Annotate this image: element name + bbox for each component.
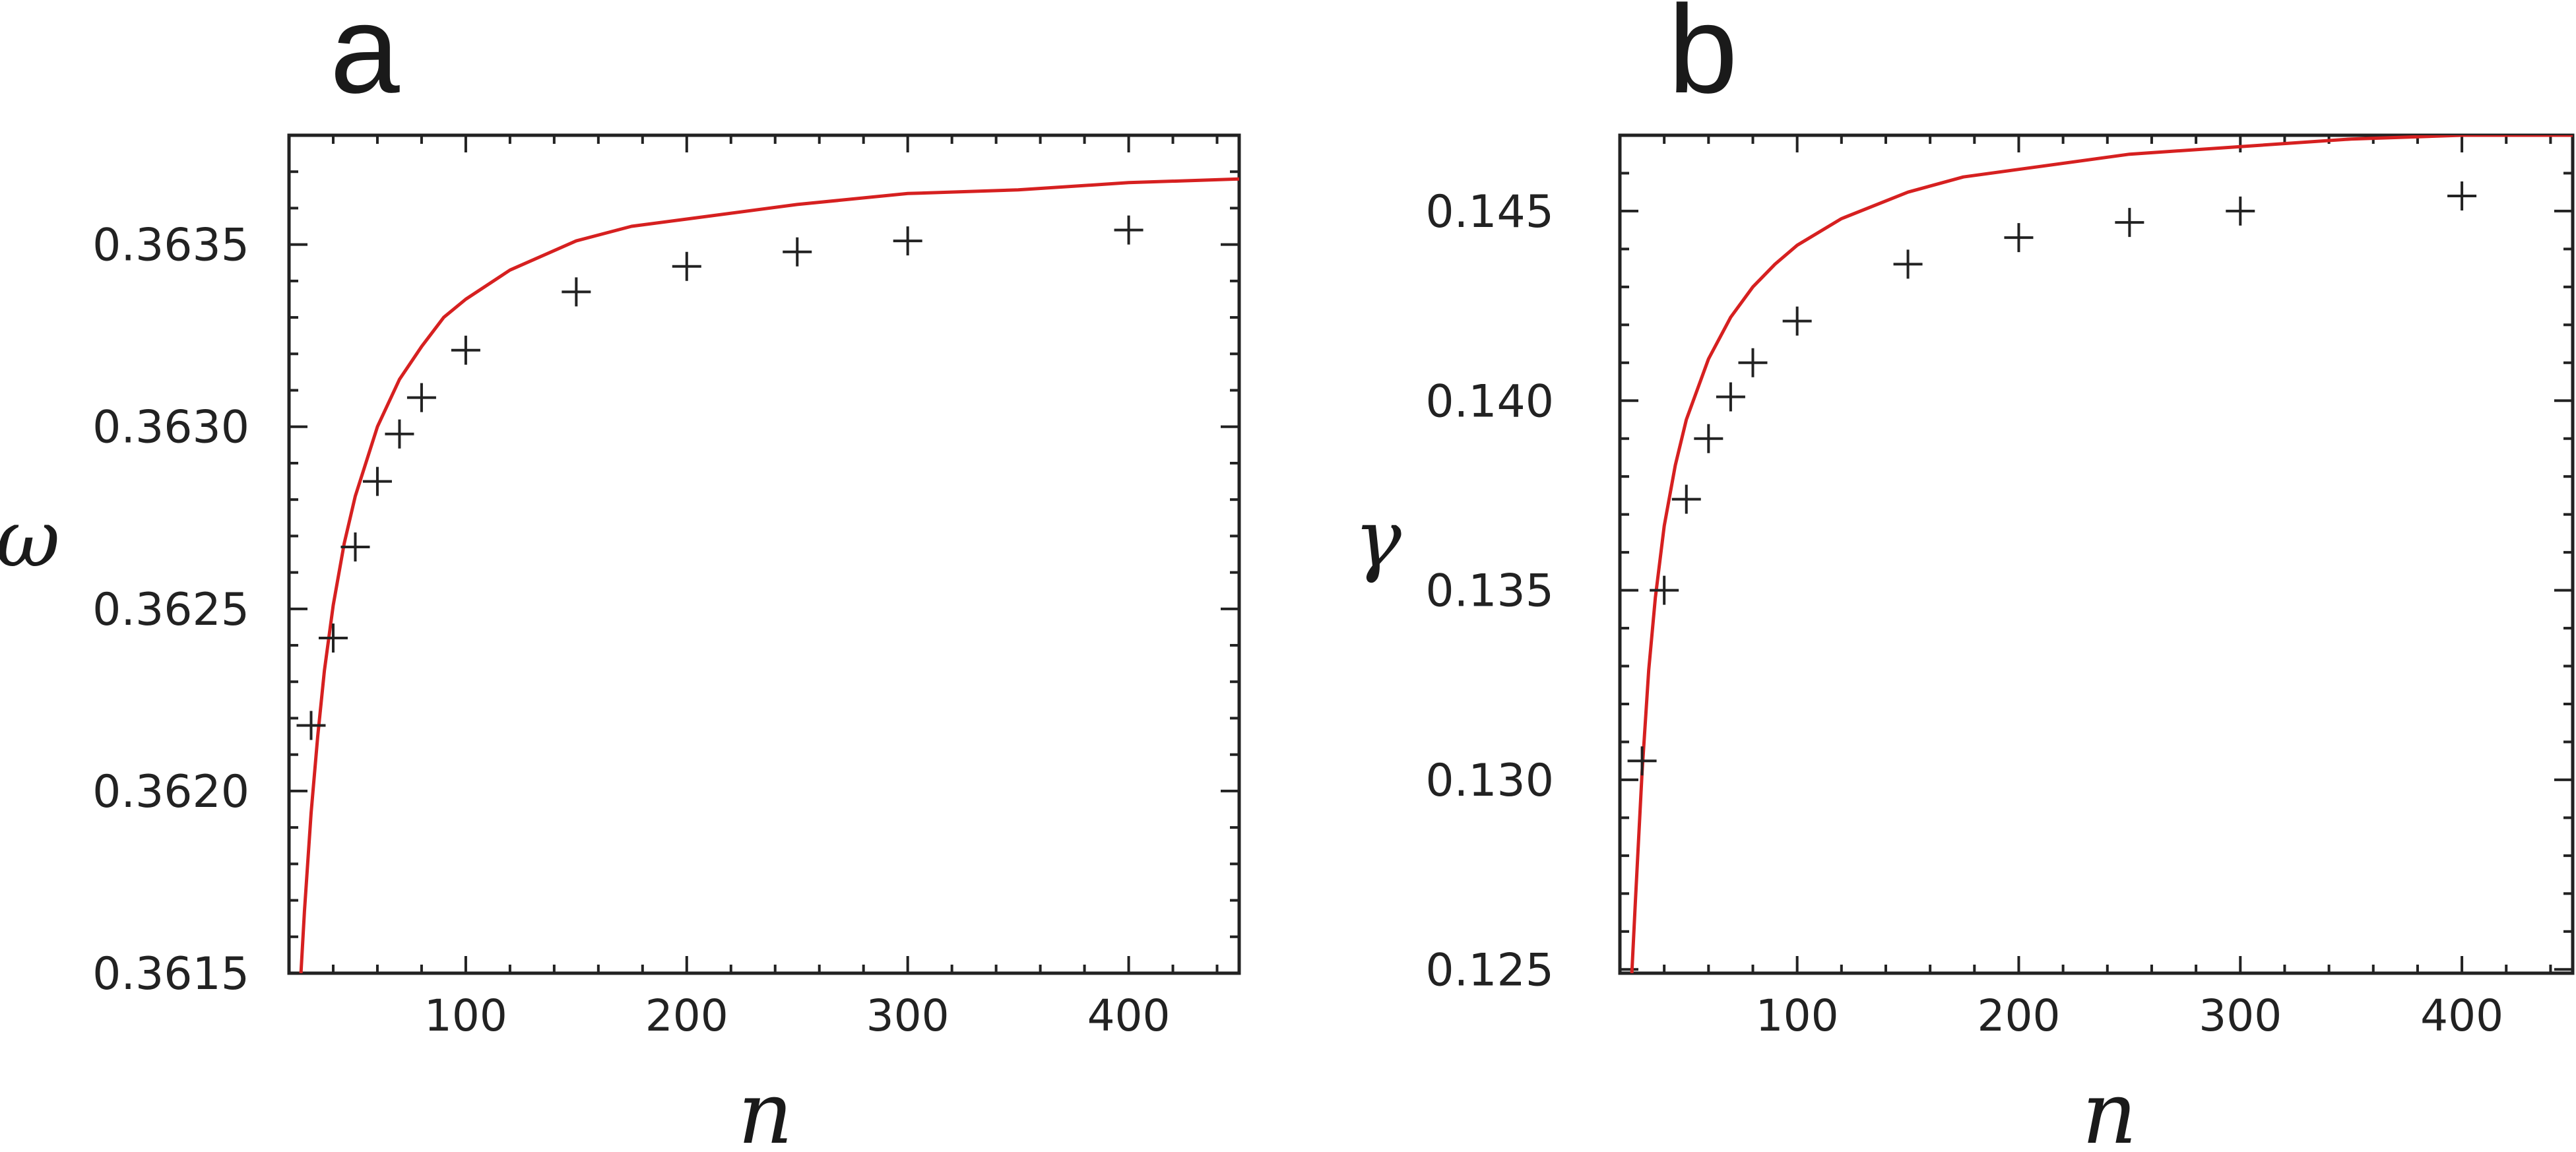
y-tick-label: 0.125 <box>1425 944 1554 996</box>
x-tick-label: 200 <box>645 990 728 1041</box>
fit-curve <box>299 177 1239 973</box>
data-point-marker <box>2115 208 2144 238</box>
data-point-marker <box>893 226 922 256</box>
data-point-marker <box>451 335 480 365</box>
y-tick-label: 0.135 <box>1425 565 1554 618</box>
data-point-marker <box>406 383 436 412</box>
x-tick-label: 300 <box>2199 990 2282 1041</box>
data-point-marker <box>318 624 348 653</box>
y-tick-label: 0.3625 <box>92 584 249 636</box>
y-tick-label: 0.3630 <box>92 402 249 454</box>
x-tick-label: 300 <box>866 990 950 1041</box>
y-tick-label: 0.130 <box>1425 755 1554 807</box>
panel-a: 100 200 300 400 0.3615 0.3620 0.3625 0.3630 0.36… <box>0 0 1241 1152</box>
x-axis-label: n <box>2082 1063 2137 1152</box>
data-point-marker <box>1716 382 1745 412</box>
x-tick-label: 400 <box>1087 990 1171 1041</box>
data-point-marker <box>385 419 414 449</box>
data-point-marker <box>562 277 591 307</box>
plot-frame <box>287 133 1241 975</box>
x-tick-label: 100 <box>1756 990 1839 1041</box>
x-tick-label: 400 <box>2420 990 2503 1041</box>
panel-letter: b <box>1668 0 1738 119</box>
data-point-marker <box>1893 249 1923 279</box>
x-axis-label: n <box>738 1063 793 1152</box>
data-point-marker <box>1738 348 1768 377</box>
data-point-marker <box>1650 575 1679 605</box>
data-point-marker <box>1114 215 1143 245</box>
x-tick-label: 200 <box>1977 990 2060 1041</box>
data-point-marker <box>296 711 326 740</box>
y-tick-label: 0.140 <box>1425 375 1554 428</box>
data-point-marker <box>1782 306 1812 336</box>
panel-b: 100 200 300 400 0.125 0.130 0.135 0.140 0.145 b n γ <box>1354 0 2575 1152</box>
data-point-marker <box>1694 424 1723 453</box>
y-axis-label: γ <box>1354 494 1401 585</box>
data-point-marker <box>1627 746 1657 776</box>
y-tick-label: 0.145 <box>1425 186 1554 238</box>
data-point-marker <box>2004 223 2034 253</box>
x-tick-label: 100 <box>424 990 507 1041</box>
panel-letter: a <box>330 0 400 119</box>
y-tick-label: 0.3615 <box>92 948 249 1000</box>
y-tick-label: 0.3620 <box>92 766 249 818</box>
data-point-marker <box>783 237 812 267</box>
data-point-marker <box>672 251 701 281</box>
y-tick-label: 0.3635 <box>92 220 249 272</box>
y-axis-label: ω <box>0 494 60 585</box>
data-point-marker <box>2447 181 2477 210</box>
fit-curve <box>1630 135 2573 973</box>
data-point-marker <box>1671 484 1701 514</box>
plot-frame <box>1618 133 2575 975</box>
data-point-marker <box>2226 196 2255 226</box>
data-point-marker <box>362 466 392 496</box>
data-point-marker <box>340 532 370 561</box>
